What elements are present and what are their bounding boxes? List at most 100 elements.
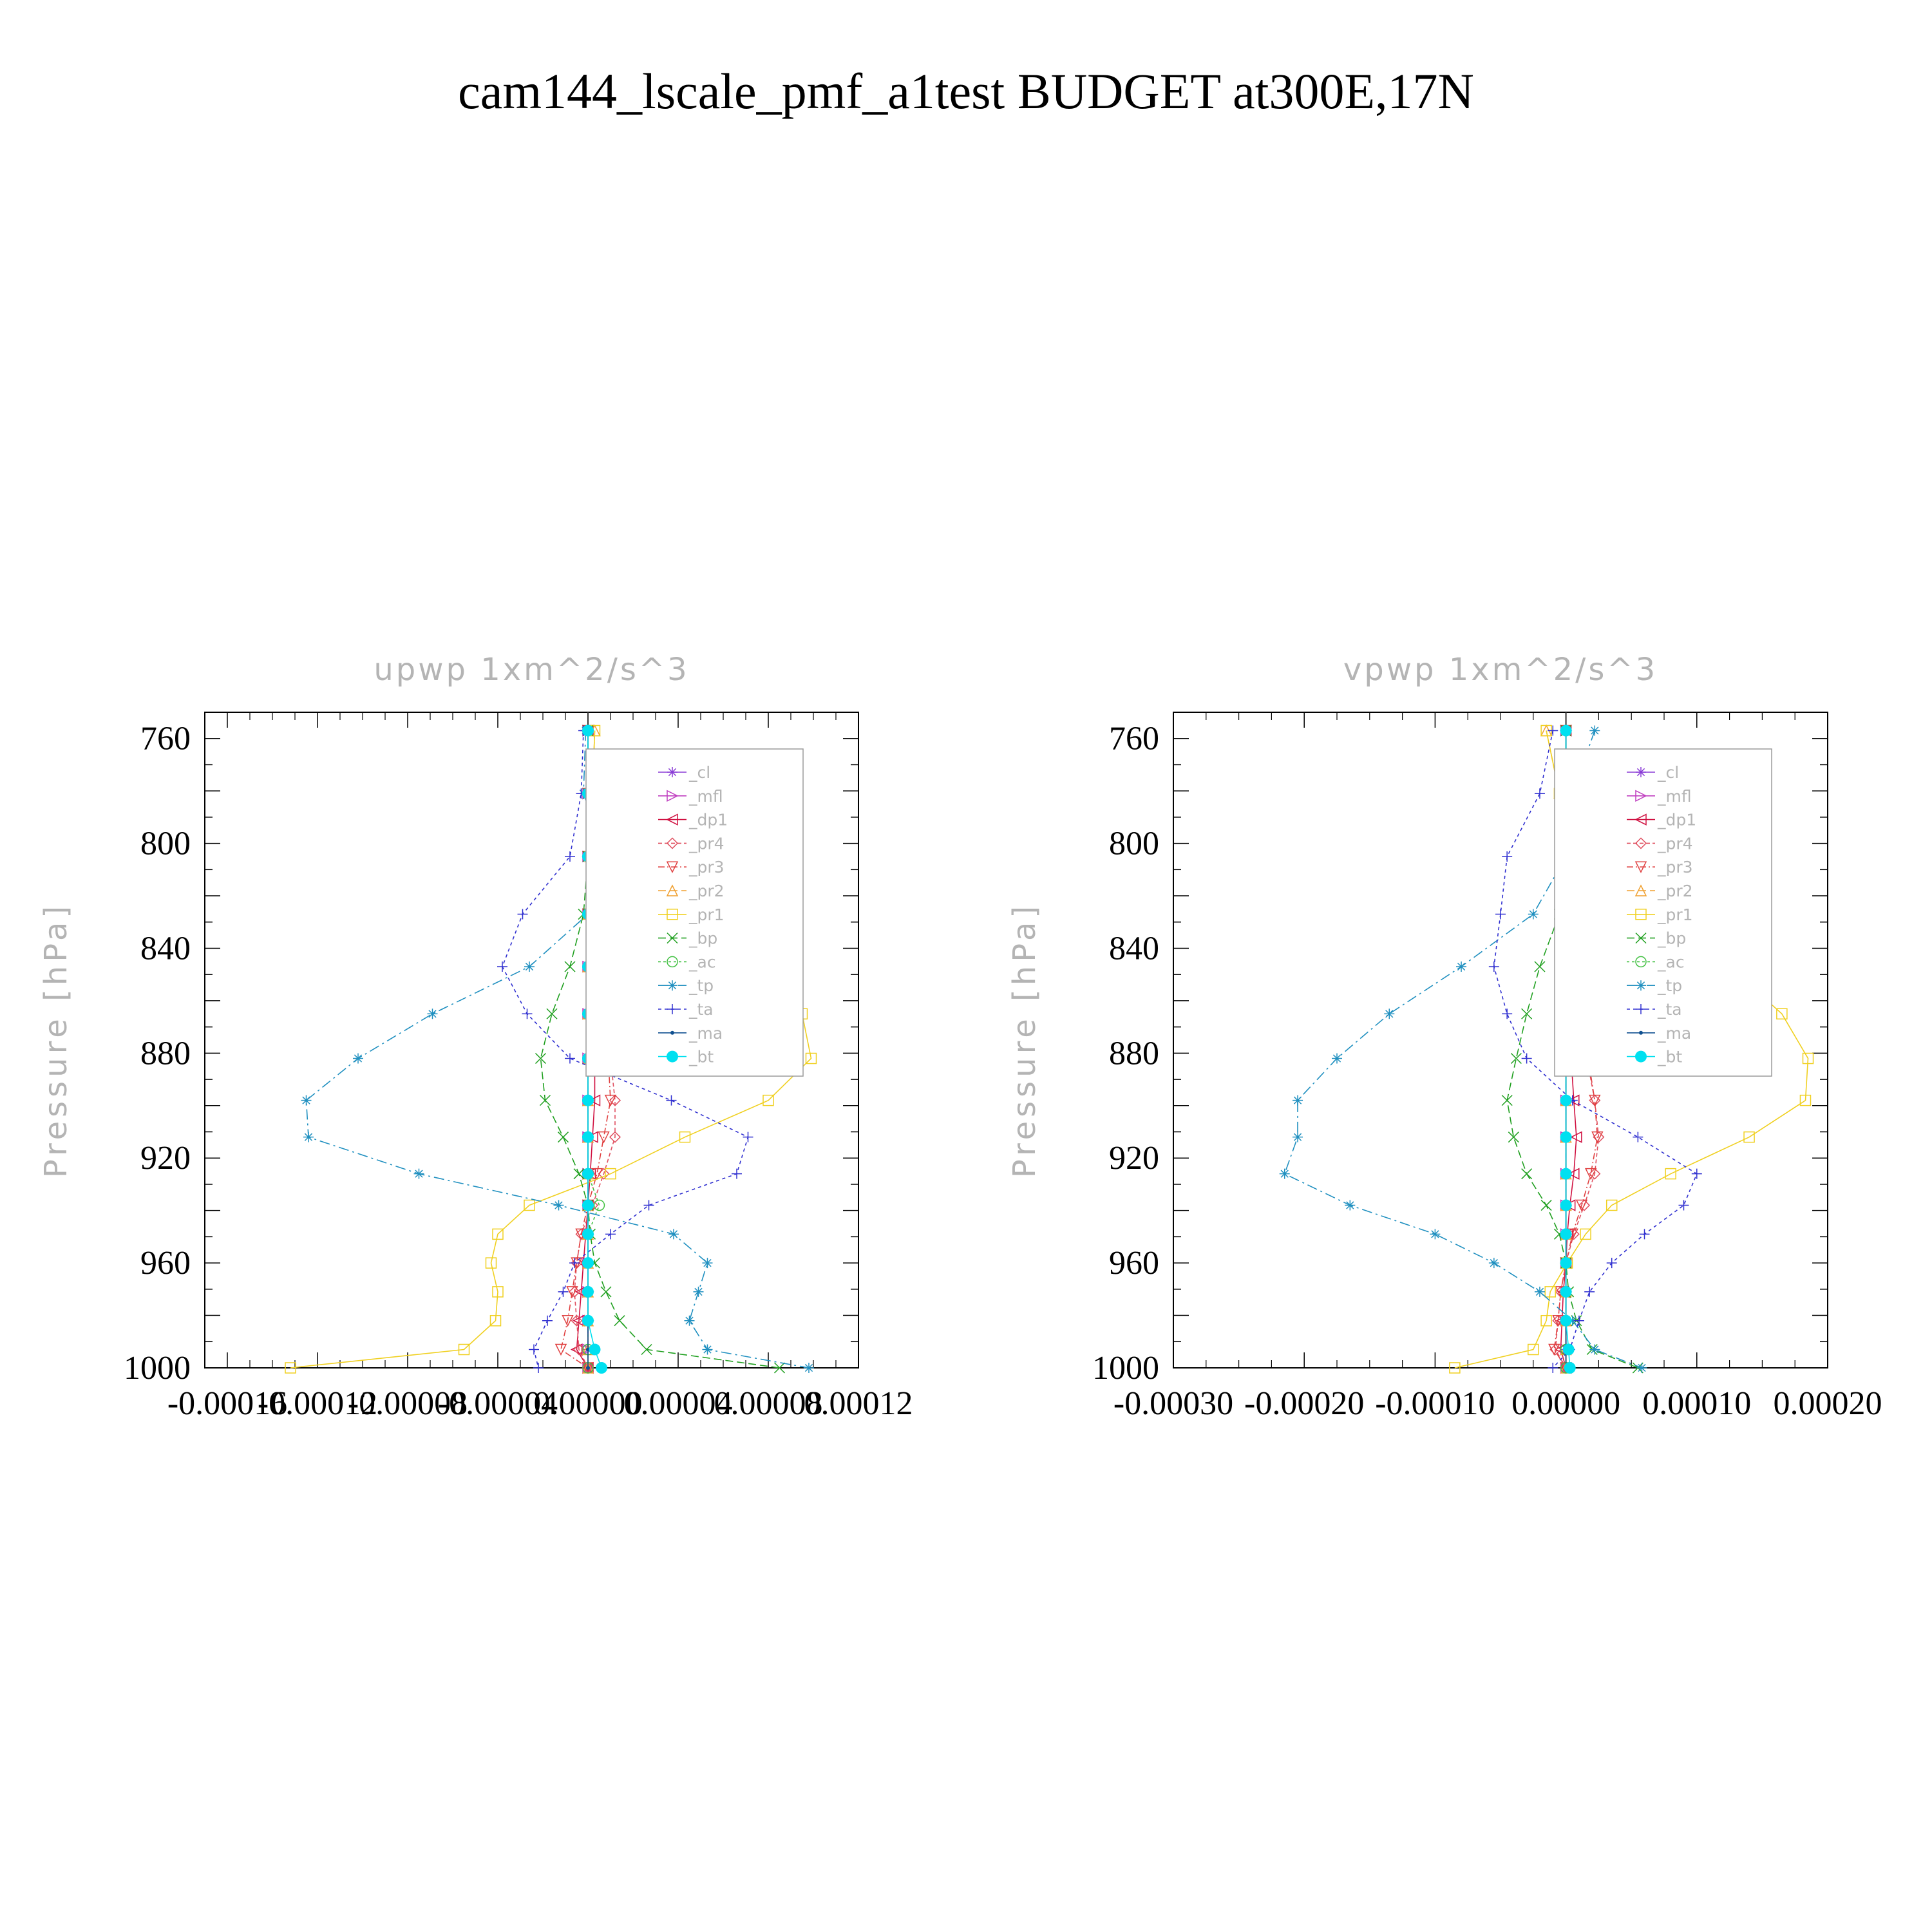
page-title: cam144_lscale_pmf_a1test BUDGET at300E,1… — [458, 63, 1474, 119]
y-tick-label: 800 — [1109, 826, 1159, 862]
data-point-pr3 — [604, 1094, 617, 1107]
legend-marker-bt — [667, 1050, 678, 1063]
data-point-ta — [1639, 1229, 1650, 1240]
data-point-ta — [732, 1168, 742, 1179]
legend-marker-mfl — [1635, 790, 1647, 802]
data-point-bp — [546, 1008, 558, 1019]
data-point-ta — [569, 1258, 580, 1269]
data-point-bp — [564, 961, 576, 972]
legend-label-ac: _ac — [688, 952, 716, 971]
data-point-ta — [1502, 1009, 1513, 1019]
legend-label-pr2: _pr2 — [688, 882, 724, 900]
x-tick-label: -0.00004 — [438, 1385, 558, 1422]
data-point-ma — [586, 1347, 590, 1352]
legend: _cl _mfl _dp1 _pr4 _pr3 _pr2 _pr1 _bp _ac _tp _ta _… — [585, 748, 804, 1077]
data-point-ta — [666, 1095, 677, 1106]
data-point-ta — [1495, 909, 1506, 920]
data-point-pr1 — [762, 1094, 774, 1106]
data-point-bp — [1501, 1095, 1513, 1106]
data-point-pr4 — [571, 1314, 583, 1327]
data-point-bt — [1560, 1314, 1572, 1327]
data-point-tp — [804, 1363, 814, 1373]
data-point-tp — [693, 1286, 704, 1297]
legend-marker-cl — [667, 767, 677, 777]
data-point-pr1 — [1802, 1052, 1814, 1065]
series-ta — [1488, 725, 1702, 1373]
legend-marker-pr3 — [666, 861, 679, 873]
y-tick-label: 960 — [140, 1245, 191, 1282]
data-point-tp — [668, 1229, 679, 1240]
data-point-pr3 — [1589, 1094, 1601, 1107]
upwp-panel-title: upwp 1xm^2/s^3 — [374, 652, 689, 688]
legend-marker-pr1 — [667, 909, 678, 920]
data-point-bt — [589, 1343, 601, 1356]
data-point-bt — [582, 1257, 594, 1269]
data-point-tp — [524, 961, 535, 972]
data-point-bp — [573, 1168, 585, 1180]
data-point-pr3 — [591, 1168, 603, 1180]
data-point-ma — [586, 1366, 590, 1370]
data-point-ac — [593, 1199, 605, 1211]
legend-marker-dp1 — [1634, 813, 1647, 826]
data-point-pr4 — [1589, 1168, 1601, 1180]
legend-marker-pr4 — [666, 837, 679, 849]
x-tick-label: 0.00020 — [1774, 1385, 1882, 1422]
data-point-ta — [1573, 1315, 1584, 1326]
data-point-tp — [301, 1095, 312, 1106]
y-tick-label: 840 — [1109, 930, 1159, 967]
data-point-pr1 — [492, 1286, 504, 1298]
x-tick-label: 0.00004 — [624, 1385, 733, 1422]
data-point-ta — [1606, 1258, 1617, 1269]
data-point-pr1 — [492, 1228, 504, 1240]
data-point-ta — [542, 1315, 553, 1326]
data-point-tp — [413, 1168, 424, 1179]
data-point-ta — [1521, 1053, 1532, 1064]
data-point-bp — [1521, 1168, 1533, 1180]
legend-marker-bp — [667, 933, 678, 944]
data-point-ta — [1502, 851, 1513, 862]
data-point-bt — [1560, 1168, 1572, 1180]
data-point-bp — [557, 1132, 569, 1143]
data-point-ta — [1584, 1286, 1595, 1297]
data-point-tp — [1293, 1132, 1303, 1142]
data-point-pr1 — [1605, 1199, 1618, 1211]
legend-marker-pr4 — [1634, 837, 1647, 849]
data-point-pr1 — [1449, 1362, 1461, 1374]
data-point-tp — [303, 1132, 314, 1142]
legend-label-pr1: _pr1 — [688, 905, 724, 924]
legend-marker-pr1 — [1635, 909, 1647, 920]
data-point-pr1 — [1665, 1168, 1676, 1180]
legend-label-mfl: _mfl — [1657, 787, 1692, 806]
upwp-y-axis-label: Pressure [hPa] — [38, 902, 74, 1178]
legend-label-mfl: _mfl — [688, 787, 723, 806]
data-point-bp — [1510, 1052, 1522, 1065]
data-point-bt — [1560, 1285, 1572, 1298]
legend-label-pr1: _pr1 — [1657, 905, 1693, 924]
legend-label-pr4: _pr4 — [1657, 834, 1693, 853]
data-point-bp — [773, 1362, 786, 1374]
legend-label-bp: _bp — [1657, 929, 1686, 948]
data-point-pr1 — [1528, 1343, 1539, 1356]
legend-label-pr3: _pr3 — [688, 858, 724, 876]
data-point-bp — [614, 1315, 625, 1327]
data-point-bt — [582, 1314, 594, 1327]
data-point-tp — [1279, 1168, 1290, 1179]
data-point-tp — [1456, 961, 1467, 972]
y-tick-label: 960 — [1109, 1245, 1159, 1282]
data-point-pr3 — [554, 1343, 567, 1356]
legend-marker-pr3 — [1634, 861, 1647, 873]
data-point-pr4 — [1549, 1343, 1562, 1356]
x-tick-label: 0.00012 — [804, 1385, 913, 1422]
data-point-pr3 — [1575, 1199, 1588, 1212]
x-tick-label: -0.00030 — [1113, 1385, 1233, 1422]
data-point-pr3 — [598, 1131, 610, 1144]
data-point-bp — [1508, 1132, 1519, 1143]
data-point-ta — [743, 1132, 753, 1142]
data-point-pr1 — [524, 1199, 535, 1211]
data-point-pr1 — [1540, 1314, 1552, 1327]
data-point-bt — [1560, 724, 1572, 737]
legend-box — [585, 748, 804, 1077]
x-tick-label: 0.00008 — [714, 1385, 823, 1422]
data-point-tp — [1589, 725, 1600, 736]
